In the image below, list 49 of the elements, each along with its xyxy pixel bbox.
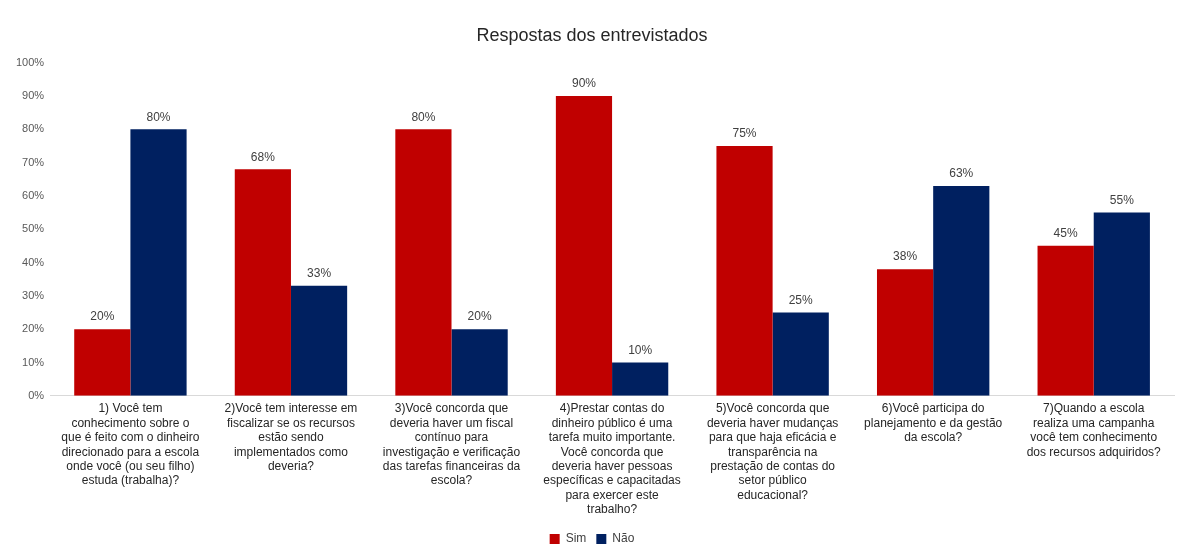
- legend-label: Não: [612, 531, 635, 546]
- data-label: 45%: [1053, 226, 1078, 241]
- bar: [933, 185, 990, 396]
- y-tick-label: 40%: [22, 255, 45, 268]
- y-tick-label: 90%: [22, 88, 45, 101]
- y-tick-label: 70%: [22, 155, 45, 168]
- x-tick-label: 1) Você tem conhecimento sobre o que é feito com o dinheiro direcionado para a escola onde você (ou seu filho) estuda (trabalha)?: [61, 401, 200, 488]
- data-label: 10%: [628, 342, 653, 357]
- data-label: 80%: [411, 109, 436, 124]
- y-tick-label: 10%: [22, 355, 45, 368]
- y-tick-label: 30%: [22, 288, 45, 301]
- y-tick-label: 20%: [22, 322, 45, 335]
- y-tick-label: 60%: [22, 188, 45, 201]
- data-label: 25%: [788, 292, 814, 307]
- x-tick-label: 3)Você concorda que deveria haver um fiscal contínuo para investigação e verificação das tarefas financeiras da escola?: [382, 401, 521, 488]
- x-tick-label: 7)Quando a escola realiza uma campanha você tem conhecimento dos recursos adquiridos?: [1026, 401, 1162, 459]
- bar: [451, 329, 508, 396]
- data-label: 33%: [307, 266, 332, 281]
- bar: [876, 269, 934, 396]
- data-label: 80%: [146, 109, 171, 124]
- y-tick-label: 50%: [22, 222, 45, 235]
- bar: [612, 362, 669, 396]
- data-label: 68%: [250, 149, 276, 164]
- x-tick-label: 5)Você concorda que deveria haver mudanças para que haja eficácia e transparência na prestação de contas do setor público educacional?: [706, 401, 839, 502]
- y-tick-label: 0%: [28, 388, 45, 401]
- x-tick-label: 6)Você participa do planejamento e da gestão da escola?: [864, 401, 1003, 445]
- legend-label: Sim: [565, 531, 587, 546]
- y-tick-label: 100%: [15, 55, 45, 68]
- y-tick-label: 80%: [22, 122, 45, 135]
- bar: [1093, 212, 1150, 396]
- x-tick-label: 2)Você tem interesse em fiscalizar se os recursos estão sendo implementados como deveria?: [224, 401, 358, 473]
- bar: [234, 169, 291, 396]
- bar: [130, 129, 187, 396]
- data-label: 55%: [1109, 192, 1135, 207]
- x-tick-label: 4)Prestar contas do dinheiro público é uma tarefa muito importante. Você concorda que deveria haver pessoas específicas e capacitadas para exercer este trabalho?: [543, 401, 681, 517]
- bar: [555, 95, 613, 396]
- data-label: 75%: [732, 126, 757, 141]
- data-label: 90%: [571, 76, 597, 91]
- bar: [1037, 245, 1094, 396]
- bar: [74, 329, 131, 396]
- data-label: 63%: [949, 166, 974, 181]
- bar: [772, 312, 829, 396]
- bar: [290, 285, 348, 396]
- data-label: 20%: [90, 309, 115, 324]
- data-label: 38%: [893, 249, 918, 264]
- chart-title: Respostas dos entrevistados: [476, 24, 708, 45]
- data-label: 20%: [467, 309, 492, 324]
- bar: [716, 145, 773, 396]
- bar: [395, 129, 452, 396]
